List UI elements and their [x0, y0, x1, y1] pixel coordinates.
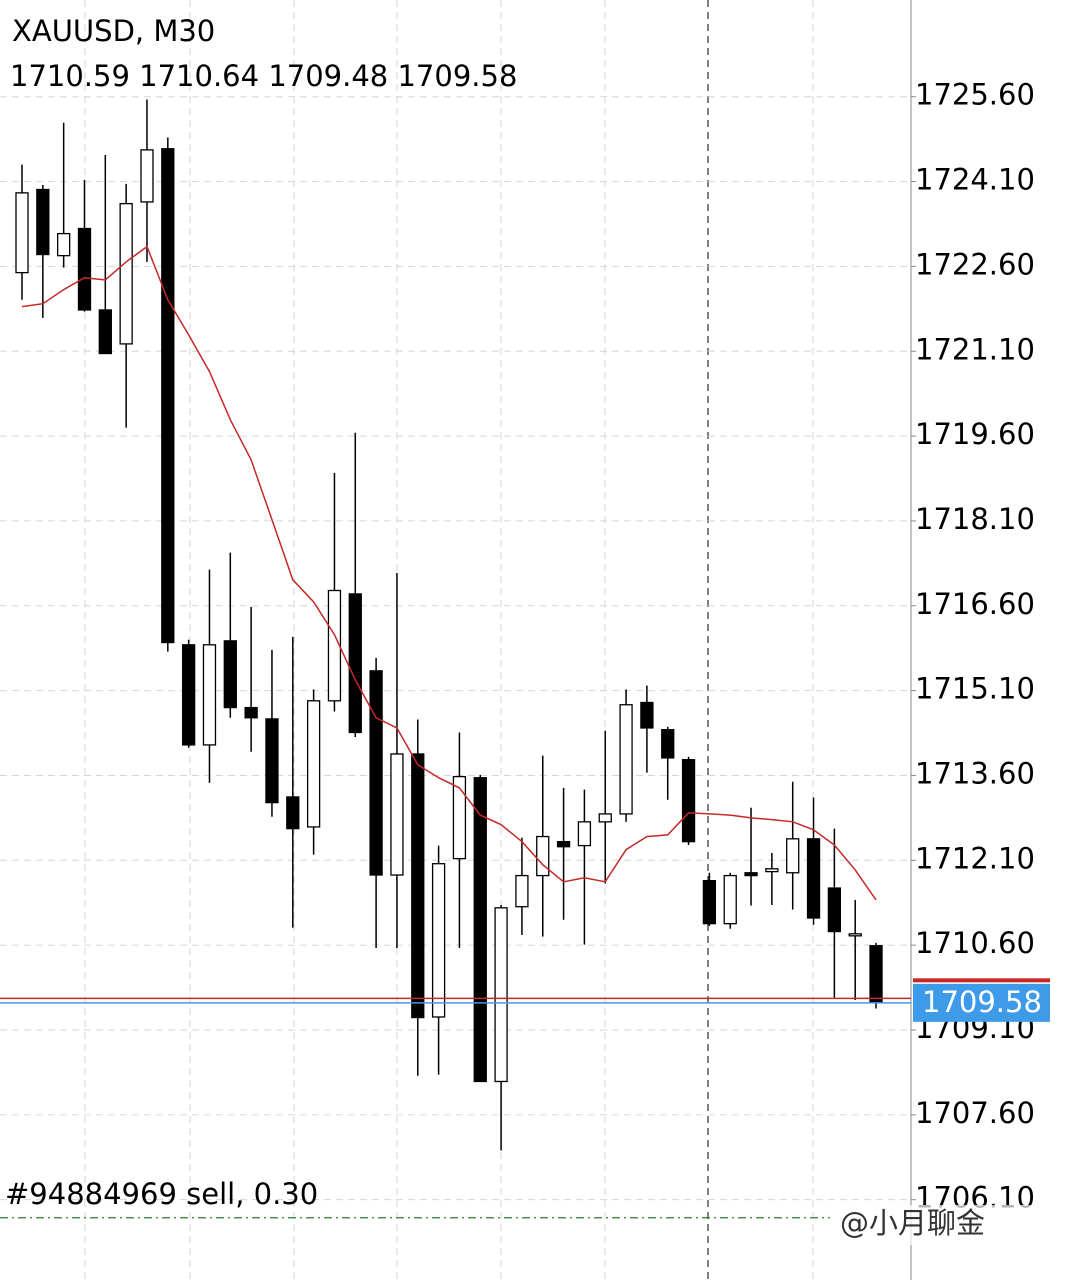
ask-marker: [913, 978, 1050, 983]
candle-body: [98, 309, 112, 355]
candle-body: [119, 202, 133, 345]
candle-body: [411, 753, 425, 1019]
candle-body: [452, 775, 467, 860]
candle-body: [327, 589, 342, 702]
candle-body: [640, 701, 654, 729]
y-tick-label: 1721.10: [915, 332, 1035, 366]
candle-body: [57, 232, 71, 257]
ohlc-readout: 1710.59 1710.64 1709.48 1709.58: [10, 59, 517, 93]
candle-body: [244, 706, 258, 719]
candle-body: [577, 821, 592, 847]
candle-body: [744, 872, 758, 877]
ohlc-low: 1709.48: [268, 59, 388, 93]
candle-body: [390, 753, 404, 876]
candle-body: [140, 149, 154, 203]
candle-body: [806, 838, 821, 919]
y-tick-label: 1707.60: [915, 1096, 1035, 1130]
candle-body: [702, 880, 717, 925]
candle-body: [15, 192, 29, 274]
candle-body: [306, 700, 321, 828]
candle-body: [494, 907, 508, 1083]
candle-body: [827, 887, 842, 933]
candle-body: [848, 933, 862, 937]
candle-body: [473, 777, 487, 1083]
y-tick-label: 1716.60: [915, 587, 1035, 621]
candle-body: [36, 188, 50, 256]
candle-body: [77, 227, 92, 311]
candle-body: [202, 644, 217, 746]
candle-body: [556, 840, 571, 848]
candle-body: [161, 148, 175, 644]
candle-body: [619, 704, 633, 815]
candle-body: [265, 718, 279, 804]
y-tick-label: 1710.60: [915, 926, 1035, 960]
moving-average: [21, 245, 877, 901]
candle-body: [536, 835, 550, 877]
candle-body: [723, 874, 737, 925]
y-tick-label: 1722.60: [915, 247, 1035, 281]
y-tick-label: 1713.60: [915, 756, 1035, 790]
candle-body: [369, 670, 383, 876]
candle-body: [223, 640, 237, 709]
candle-body: [869, 945, 883, 1004]
chart-title: XAUUSD, M30: [12, 14, 215, 48]
y-tick-label: 1719.60: [915, 417, 1035, 451]
watermark: @小月聊金: [840, 1206, 985, 1240]
ohlc-close: 1709.58: [397, 59, 517, 93]
candle-body: [181, 644, 196, 746]
order-label: #94884969 sell, 0.30: [5, 1177, 318, 1211]
y-tick-label: 1715.10: [915, 672, 1035, 706]
y-tick-label: 1712.10: [915, 841, 1035, 875]
candle-body: [765, 868, 779, 873]
candle-body: [661, 729, 675, 759]
candle-body: [681, 758, 696, 843]
candle-body: [598, 813, 612, 823]
candle-body: [515, 874, 529, 908]
candle-body: [348, 593, 362, 734]
bid-price-box: [913, 983, 1050, 1022]
ohlc-open: 1710.59: [10, 59, 130, 93]
candle-body: [286, 796, 300, 830]
ohlc-high: 1710.64: [139, 59, 259, 93]
bid-price-label: 1709.58: [922, 985, 1042, 1019]
y-tick-label: 1725.60: [915, 78, 1035, 112]
y-tick-label: 1718.10: [915, 502, 1035, 536]
candle-body: [786, 838, 800, 874]
watermark-bg: [836, 1205, 1064, 1245]
y-tick-label: 1724.10: [915, 163, 1035, 197]
candle-body: [431, 863, 446, 1018]
